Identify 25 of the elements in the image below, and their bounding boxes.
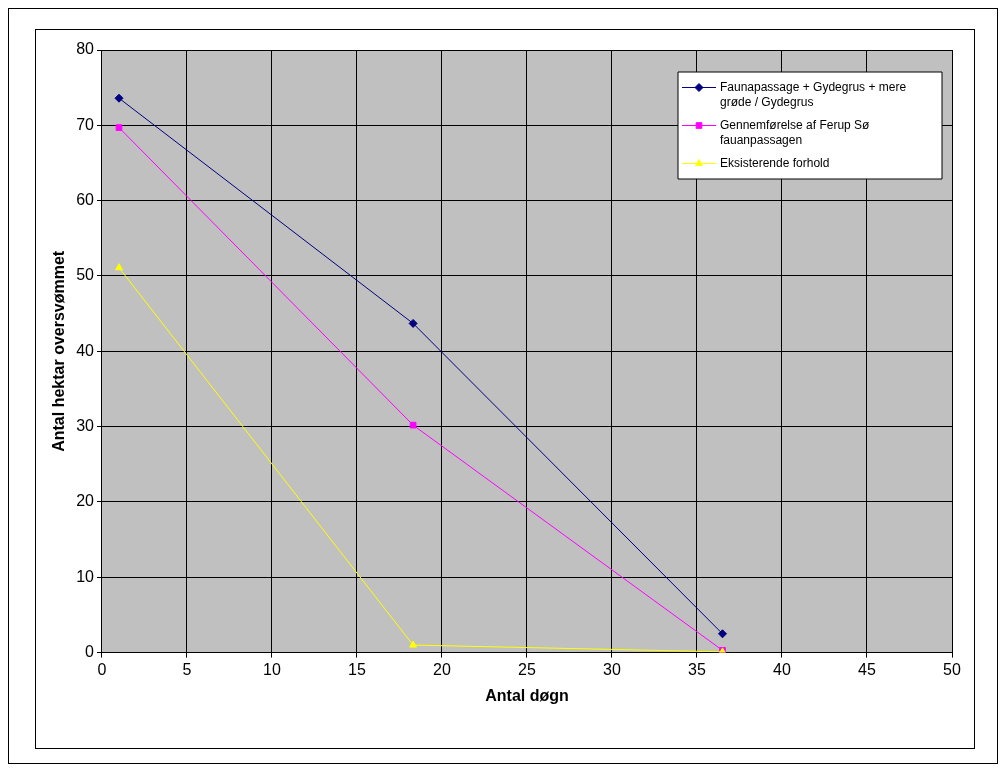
x-tick-label: 45 — [858, 660, 876, 678]
x-tick-label: 10 — [263, 660, 281, 678]
y-tick-label: 50 — [76, 266, 95, 284]
y-axis-title: Antal hektar oversvømmet — [50, 250, 68, 452]
y-tick-label: 40 — [76, 341, 95, 359]
x-tick-label: 0 — [97, 660, 107, 678]
x-tick-label: 15 — [348, 660, 366, 678]
x-tick-label: 40 — [773, 660, 791, 678]
x-tick-label: 30 — [603, 660, 621, 678]
legend-label: Eksisterende forhold — [720, 155, 830, 170]
y-tick-label: 30 — [76, 417, 95, 435]
x-tick-label: 25 — [518, 660, 536, 678]
x-tick-label: 50 — [943, 660, 961, 678]
y-tick-label: 10 — [76, 567, 95, 585]
y-tick-label: 60 — [76, 191, 95, 209]
x-tick-label: 5 — [182, 660, 192, 678]
x-axis-title: Antal døgn — [485, 686, 569, 704]
y-tick-label: 0 — [85, 643, 95, 661]
x-tick-label: 35 — [688, 660, 706, 678]
y-tick-label: 80 — [76, 40, 95, 58]
legend-label: Faunapassage + Gydegrus + mere grøde / Gydegrus — [720, 79, 907, 109]
y-tick-label: 20 — [76, 492, 95, 510]
y-tick-label: 70 — [76, 115, 95, 133]
x-tick-label: 20 — [433, 660, 451, 678]
legend-label: Gennemførelse af Ferup Sø fauanpassagen — [720, 117, 871, 147]
